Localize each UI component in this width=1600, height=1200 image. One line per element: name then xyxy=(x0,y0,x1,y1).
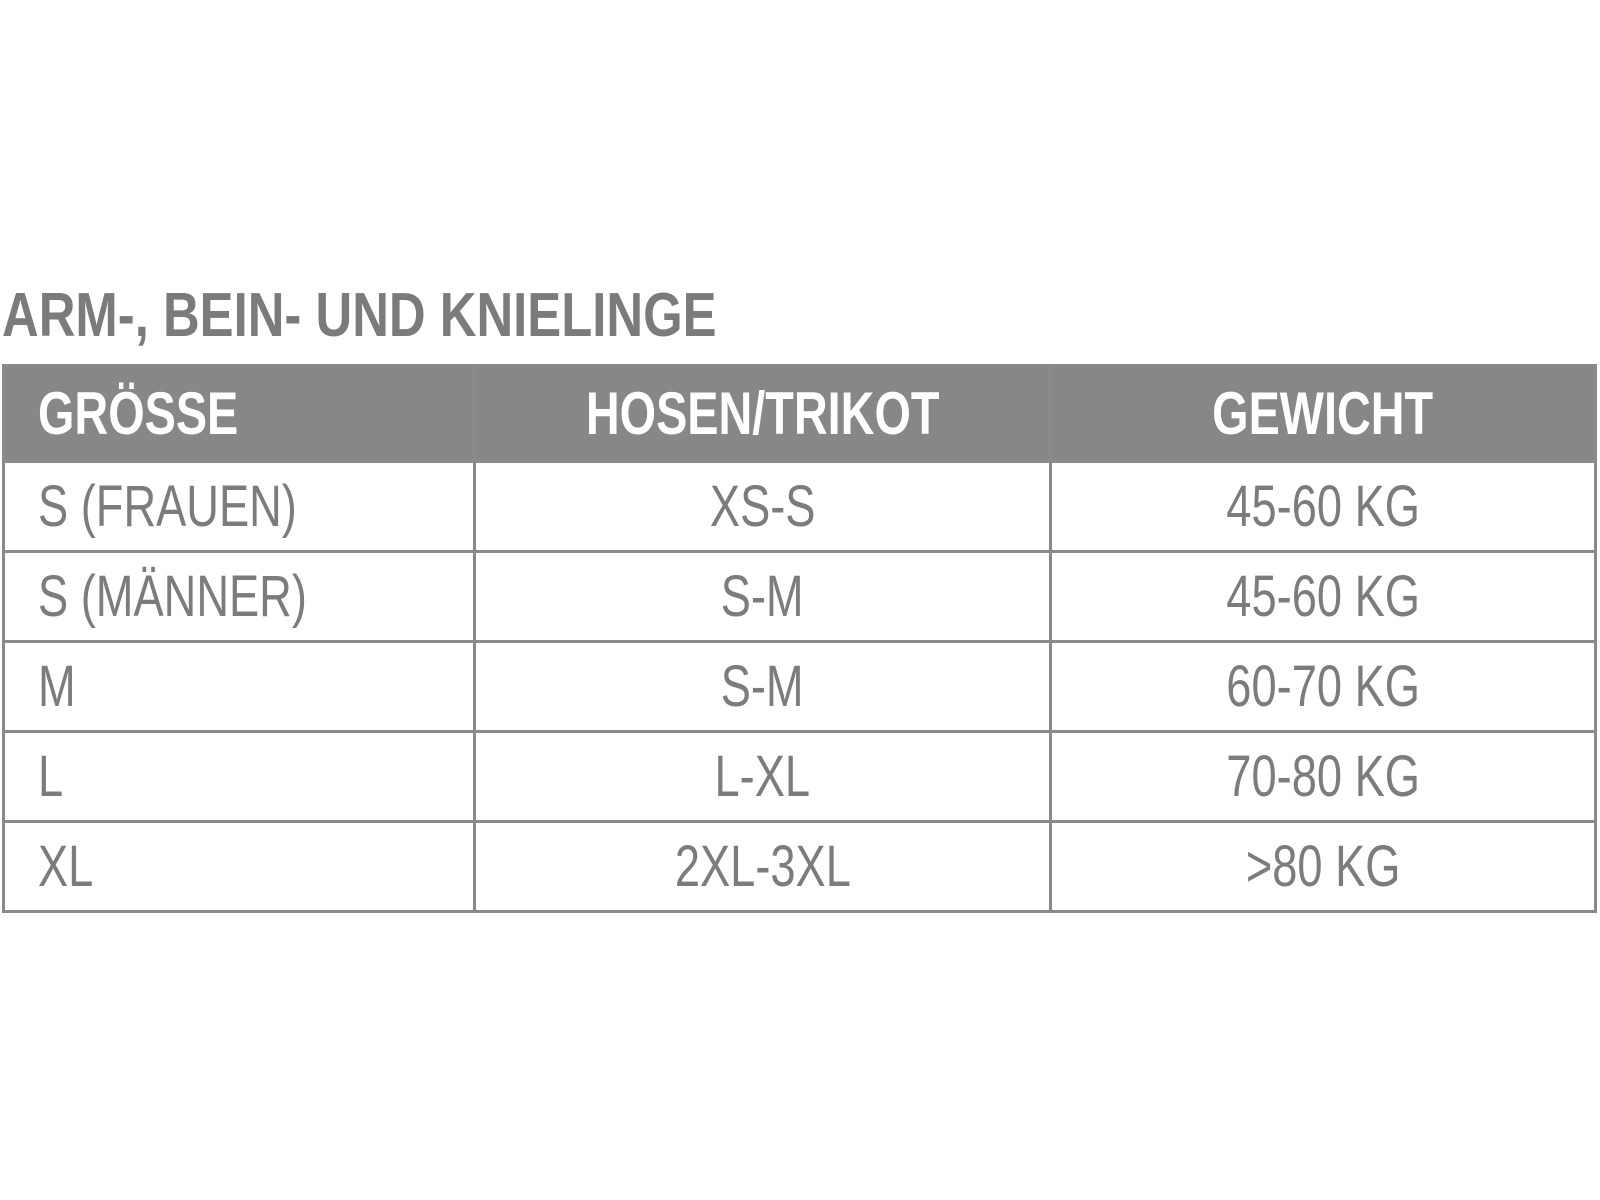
page-title: ARM-, BEIN- UND KNIELINGE xyxy=(2,281,717,350)
cell-weight: 70-80 KG xyxy=(1049,730,1597,823)
table-row: L L-XL 70-80 KG xyxy=(2,730,1597,823)
header-size: GRÖSSE xyxy=(2,364,476,462)
cell-pants-jersey: L-XL xyxy=(473,730,1052,823)
cell-pants-jersey: S-M xyxy=(473,550,1052,643)
cell-weight: 60-70 KG xyxy=(1049,640,1597,733)
table-row: S (MÄNNER) S-M 45-60 KG xyxy=(2,550,1597,643)
cell-size: S (FRAUEN) xyxy=(2,460,476,553)
cell-size: S (MÄNNER) xyxy=(2,550,476,643)
cell-weight: 45-60 KG xyxy=(1049,460,1597,553)
cell-pants-jersey: S-M xyxy=(473,640,1052,733)
table-header-row: GRÖSSE HOSEN/TRIKOT GEWICHT xyxy=(2,364,1597,462)
cell-weight: >80 KG xyxy=(1049,820,1597,913)
header-pants-jersey: HOSEN/TRIKOT xyxy=(473,364,1052,462)
cell-pants-jersey: 2XL-3XL xyxy=(473,820,1052,913)
cell-size: L xyxy=(2,730,476,823)
size-table: GRÖSSE HOSEN/TRIKOT GEWICHT S (FRAUEN) XS… xyxy=(2,364,1597,913)
cell-size: XL xyxy=(2,820,476,913)
cell-weight: 45-60 KG xyxy=(1049,550,1597,643)
header-weight: GEWICHT xyxy=(1049,364,1597,462)
table-row: XL 2XL-3XL >80 KG xyxy=(2,820,1597,913)
cell-pants-jersey: XS-S xyxy=(473,460,1052,553)
cell-size: M xyxy=(2,640,476,733)
table-row: S (FRAUEN) XS-S 45-60 KG xyxy=(2,460,1597,553)
table-row: M S-M 60-70 KG xyxy=(2,640,1597,733)
